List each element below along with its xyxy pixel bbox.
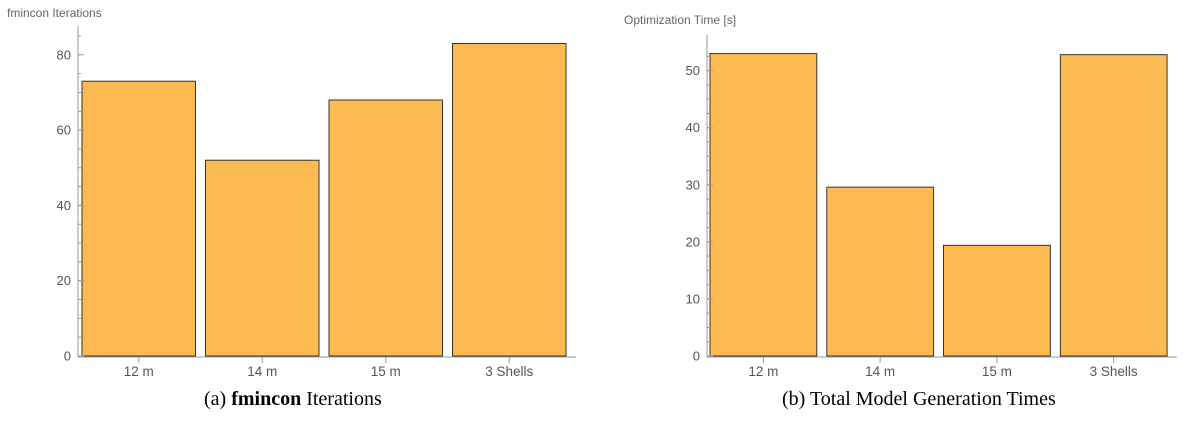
chart-a-category-label-2: 15 m (371, 364, 401, 379)
chart-a-bar-0 (81, 80, 196, 357)
chart-b-category-label-0: 12 m (748, 364, 778, 379)
chart-b-y-tick-label-3: 30 (686, 177, 700, 192)
chart-b-optimization-time: Optimization Time [s] 0 10 20 30 40 50 12 m 14 … (624, 13, 1177, 379)
chart-a-bar-2 (328, 99, 443, 357)
chart-a-category-label-3: 3 Shells (485, 364, 533, 379)
chart-b-y-tick-label-1: 10 (686, 291, 700, 306)
chart-a-y-tick-label-1: 20 (57, 273, 71, 288)
chart-a-bar-1 (205, 159, 320, 357)
chart-b-y-tick-label-4: 40 (686, 120, 700, 135)
chart-b-category-label-1: 14 m (865, 364, 895, 379)
chart-a-ylabel: fmincon Iterations (7, 6, 102, 20)
chart-a-y-tick-label-3: 60 (57, 123, 71, 138)
caption-b: (b) Total Model Generation Times (782, 388, 1056, 411)
caption-a-prefix: (a) (204, 388, 232, 410)
chart-a-y-tick-label-4: 80 (57, 47, 71, 62)
chart-a-category-label-0: 12 m (124, 364, 154, 379)
chart-b-category-label-3: 3 Shells (1090, 364, 1138, 379)
chart-b-y-tick-label-2: 20 (686, 234, 700, 249)
chart-a-fmincon-iterations: fmincon Iterations 0 20 40 60 80 12 m 14 m 15 m… (7, 6, 576, 379)
chart-b-bar-1 (826, 186, 935, 357)
chart-a-y-tick-label-2: 40 (57, 198, 71, 213)
chart-a-bar-3 (452, 43, 567, 357)
chart-b-y-tick-label-0: 0 (693, 349, 700, 364)
chart-b-bar-2 (943, 244, 1051, 357)
chart-b-bar-3 (1059, 54, 1168, 357)
chart-a-category-label-1: 14 m (247, 364, 277, 379)
caption-b-prefix: (b) Total Model Generation Times (782, 388, 1056, 410)
caption-a-suffix: Iterations (301, 388, 382, 410)
caption-a: (a) fmincon Iterations (204, 388, 382, 411)
chart-b-ylabel: Optimization Time [s] (624, 13, 736, 27)
chart-a-y-tick-label-0: 0 (64, 349, 71, 364)
chart-b-bar-0 (709, 53, 818, 357)
chart-b-y-tick-label-5: 50 (686, 63, 700, 78)
figure: fmincon Iterations 0 20 40 60 80 12 m 14 m 15 m… (7, 6, 1177, 379)
caption-a-bold: fmincon (231, 388, 302, 410)
chart-b-category-label-2: 15 m (982, 364, 1012, 379)
